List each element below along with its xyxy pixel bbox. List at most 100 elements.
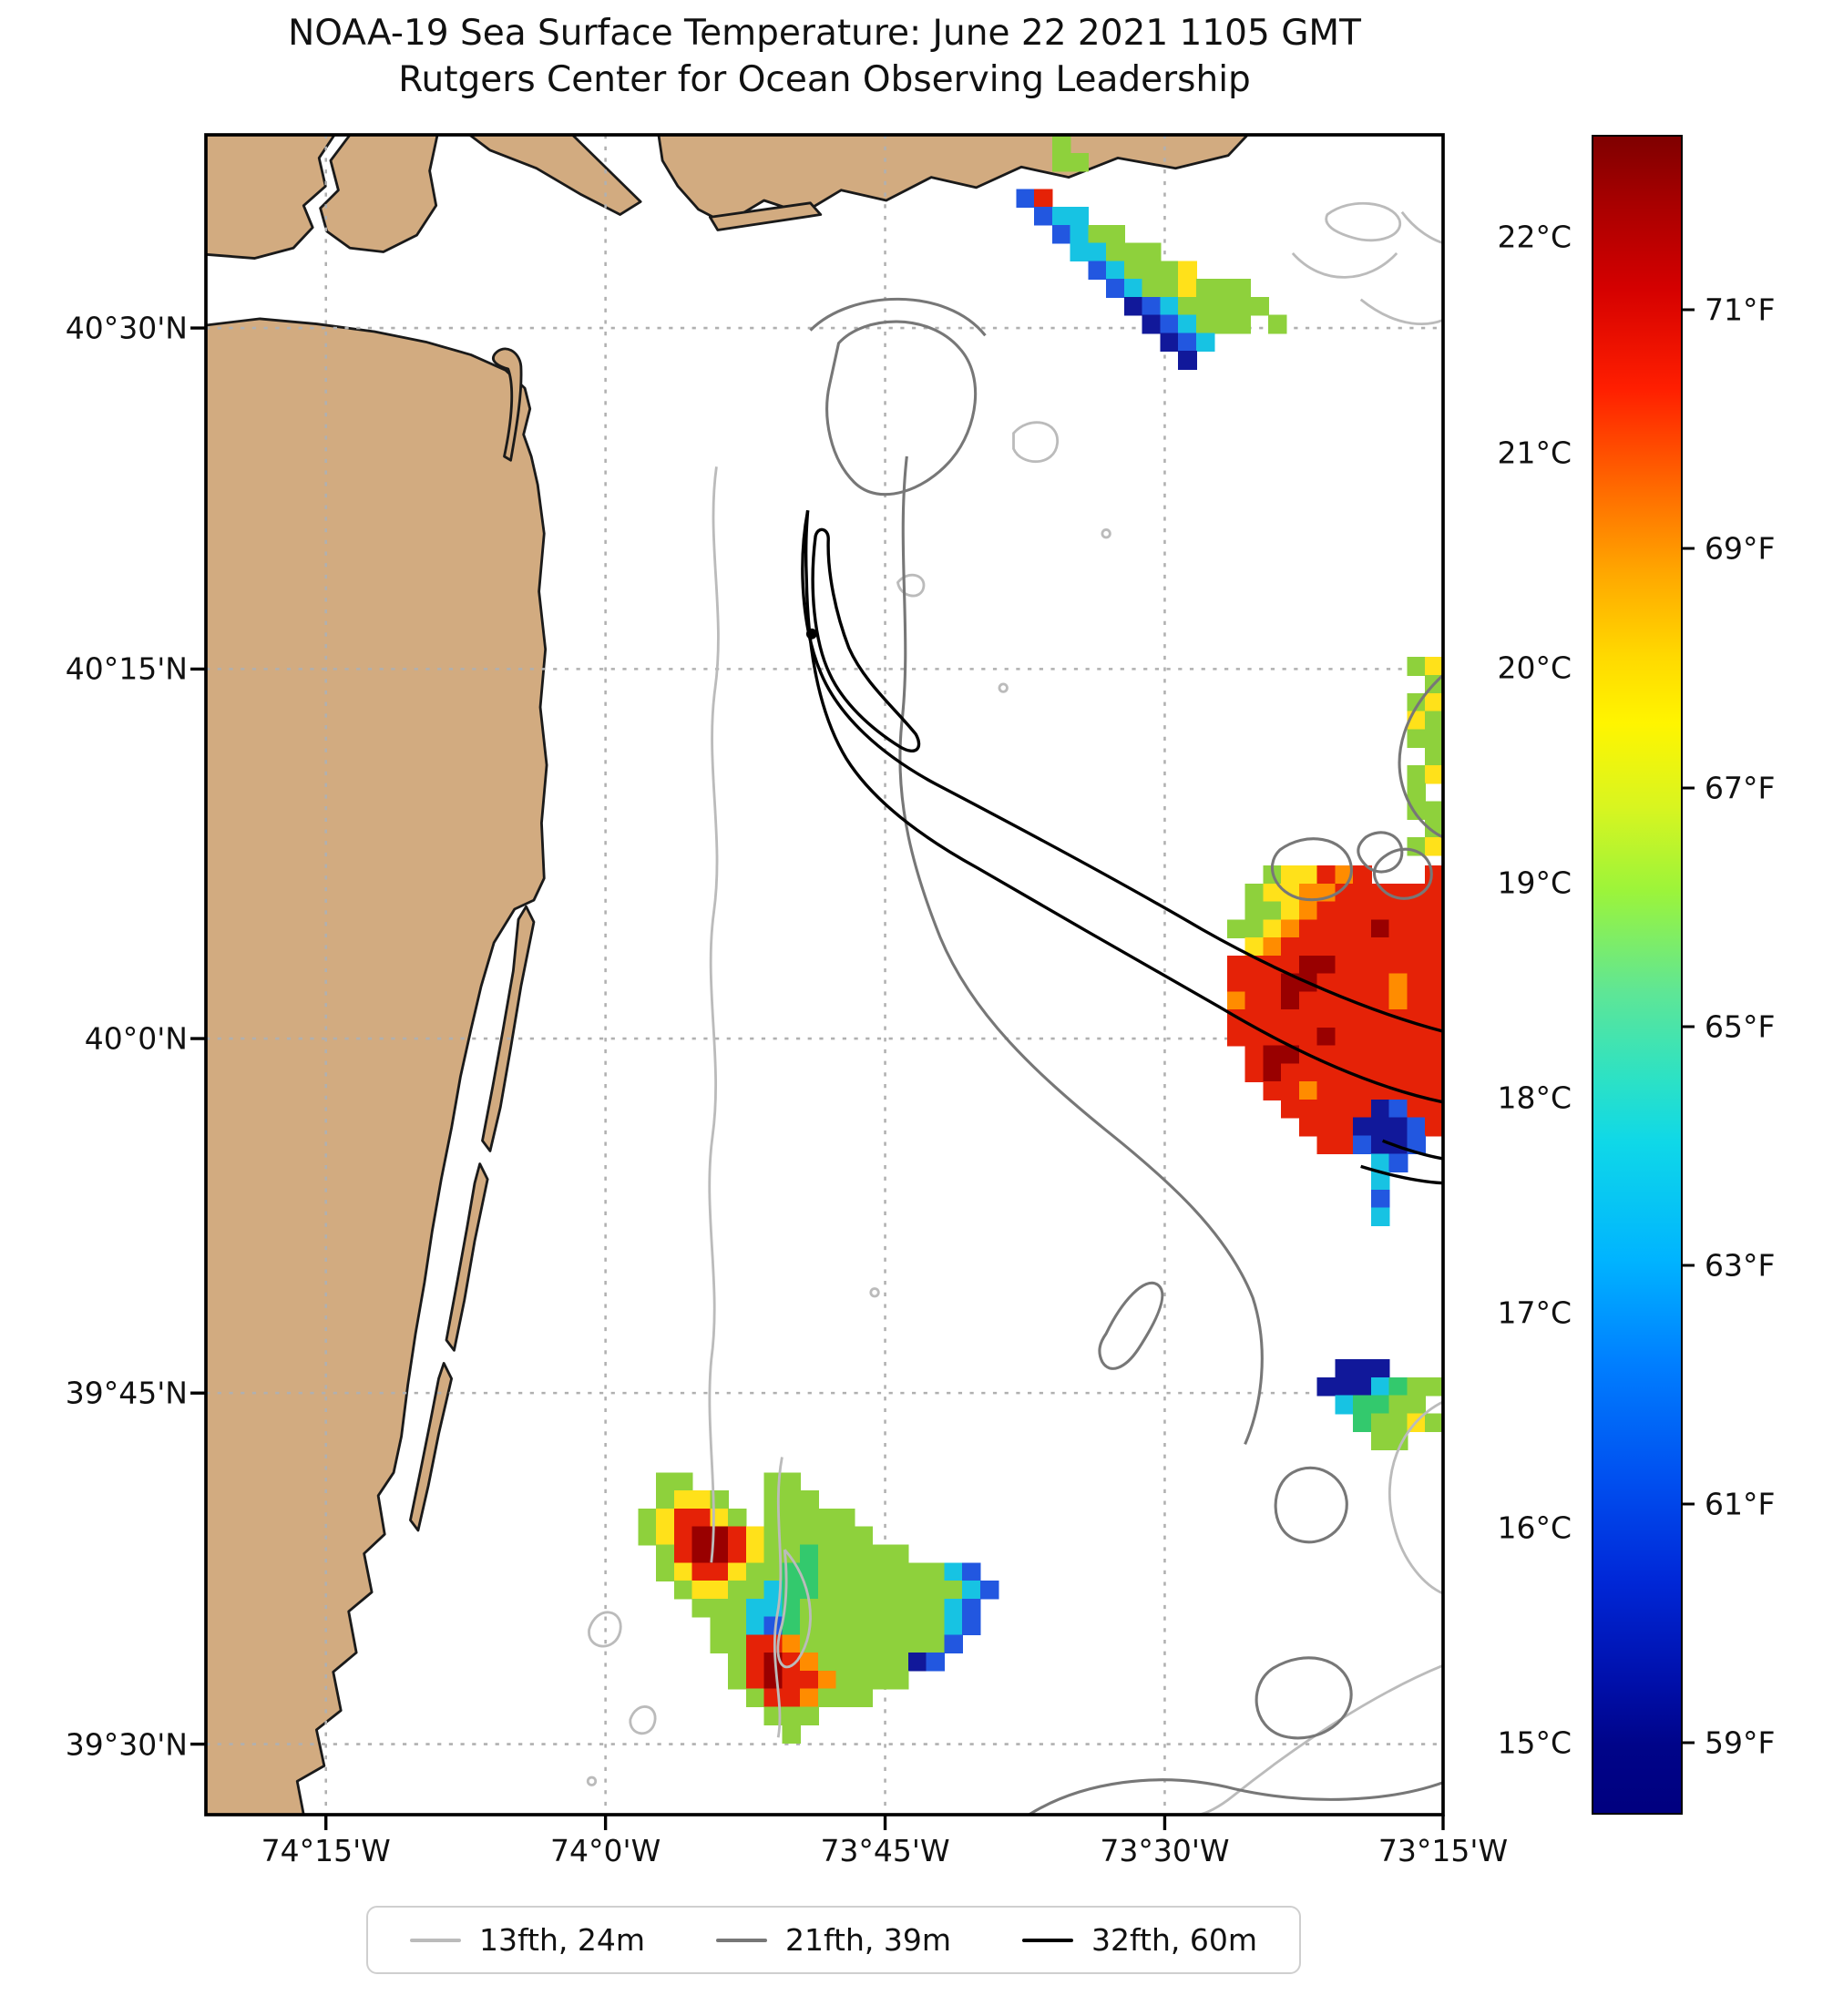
sst-cell <box>835 1598 855 1618</box>
sst-cell <box>1407 901 1427 921</box>
sst-cell <box>1142 242 1162 262</box>
colorbar-celsius-label: 16°C <box>1497 1509 1572 1546</box>
sst-cell <box>1425 865 1444 885</box>
sst-cell <box>1263 919 1282 938</box>
sst-cell <box>1178 261 1197 280</box>
sst-cell <box>1407 937 1427 957</box>
sst-cell <box>782 1688 802 1708</box>
sst-cell <box>745 1670 765 1690</box>
sst-cell <box>728 1598 747 1618</box>
sst-cell <box>1407 657 1427 676</box>
legend: 13fth, 24m 21fth, 39m 32fth, 60m <box>366 1906 1301 1974</box>
sst-cell <box>944 1634 963 1653</box>
sst-cell <box>1106 224 1125 244</box>
sst-cell <box>656 1508 675 1528</box>
sst-cell <box>872 1670 891 1690</box>
sst-cell <box>1353 973 1372 993</box>
sst-cell <box>889 1598 909 1618</box>
sst-cell <box>889 1544 909 1564</box>
sst-cell <box>817 1508 837 1528</box>
lat-tick-label: 39°45'N <box>65 1375 188 1411</box>
sst-cell <box>1016 189 1035 208</box>
sst-cell <box>710 1598 729 1618</box>
sst-cell <box>1051 224 1071 244</box>
lon-tick-label: 74°15'W <box>261 1833 391 1868</box>
sst-cell <box>1335 1081 1355 1100</box>
sst-cell <box>656 1526 675 1546</box>
land-nj-mainland <box>204 317 548 1816</box>
sst-cell <box>728 1562 747 1581</box>
sst-cell <box>1407 1099 1427 1119</box>
sst-cell <box>1106 279 1125 298</box>
sst-cell <box>907 1562 927 1581</box>
sst-cell <box>1263 1063 1282 1083</box>
sst-cell <box>1123 279 1143 298</box>
sst-cell <box>710 1581 729 1600</box>
sst-cell <box>854 1562 874 1581</box>
sst-cell <box>1425 1117 1444 1137</box>
sst-cell <box>817 1562 837 1581</box>
sst-cell <box>1425 1376 1444 1397</box>
sst-cell <box>1425 991 1444 1010</box>
sst-cell <box>1370 1359 1390 1378</box>
sst-cell <box>1353 955 1372 975</box>
sst-cell <box>926 1653 946 1672</box>
sst-cell <box>1244 1063 1265 1083</box>
sst-cell <box>1034 189 1053 208</box>
sst-cell <box>1425 883 1444 903</box>
legend-label: 32fth, 60m <box>1091 1922 1257 1958</box>
sst-cell <box>1263 883 1282 903</box>
sst-cell <box>763 1706 783 1726</box>
land-barrier-island-1 <box>481 905 536 1152</box>
sst-cell <box>1281 1063 1300 1083</box>
sst-cell <box>1388 901 1408 921</box>
sst-cell <box>889 1653 909 1672</box>
lat-tick-label: 39°30'N <box>65 1726 188 1763</box>
page-title: NOAA-19 Sea Surface Temperature: June 22… <box>288 13 1361 54</box>
sst-cell <box>1370 1413 1390 1433</box>
sst-cell <box>1195 333 1215 353</box>
sst-cell <box>817 1581 837 1600</box>
sst-cell <box>691 1526 712 1546</box>
colorbar-fahrenheit-label: 67°F <box>1705 770 1776 806</box>
sst-cell <box>638 1508 657 1528</box>
sst-cell <box>1298 991 1318 1010</box>
sst-cell <box>1088 224 1107 244</box>
sst-cell <box>1353 1099 1372 1119</box>
colorbar-tick-mark <box>1683 1502 1695 1506</box>
sst-cell <box>728 1616 747 1636</box>
sst-cell <box>889 1634 909 1653</box>
sst-cell <box>1298 883 1318 903</box>
sst-cell <box>1281 1099 1300 1119</box>
sst-cell <box>1370 1099 1390 1119</box>
colorbar-celsius-label: 18°C <box>1497 1080 1572 1116</box>
sst-cell <box>1088 261 1107 280</box>
sst-cell <box>1388 991 1408 1010</box>
sst-cell <box>728 1670 747 1690</box>
sst-cell <box>944 1562 963 1581</box>
land-layer <box>204 133 1249 1816</box>
sst-cell <box>1407 1376 1427 1397</box>
sst-cell <box>691 1598 712 1618</box>
sst-cell <box>854 1688 874 1708</box>
sst-cell <box>673 1472 693 1492</box>
colorbar-tick-mark <box>1683 547 1695 550</box>
sst-cell <box>1388 955 1408 975</box>
sst-cell <box>1388 937 1408 957</box>
sst-cell <box>1425 973 1444 993</box>
sst-cell <box>962 1581 981 1600</box>
sst-cell <box>817 1653 837 1672</box>
sst-cell <box>1335 1099 1355 1119</box>
sst-cell <box>1353 1395 1372 1415</box>
colorbar-celsius-label: 19°C <box>1497 865 1572 901</box>
sst-cell <box>1388 1045 1408 1065</box>
lat-tick-label: 40°30'N <box>65 310 188 346</box>
sst-cell <box>782 1598 802 1618</box>
sst-cell <box>1263 901 1282 921</box>
sst-cell <box>1370 1172 1390 1191</box>
sst-cell <box>1370 1376 1390 1397</box>
sst-cell <box>691 1581 712 1600</box>
sst-cell <box>872 1562 891 1581</box>
sst-cell <box>854 1670 874 1690</box>
sst-cell <box>745 1616 765 1636</box>
